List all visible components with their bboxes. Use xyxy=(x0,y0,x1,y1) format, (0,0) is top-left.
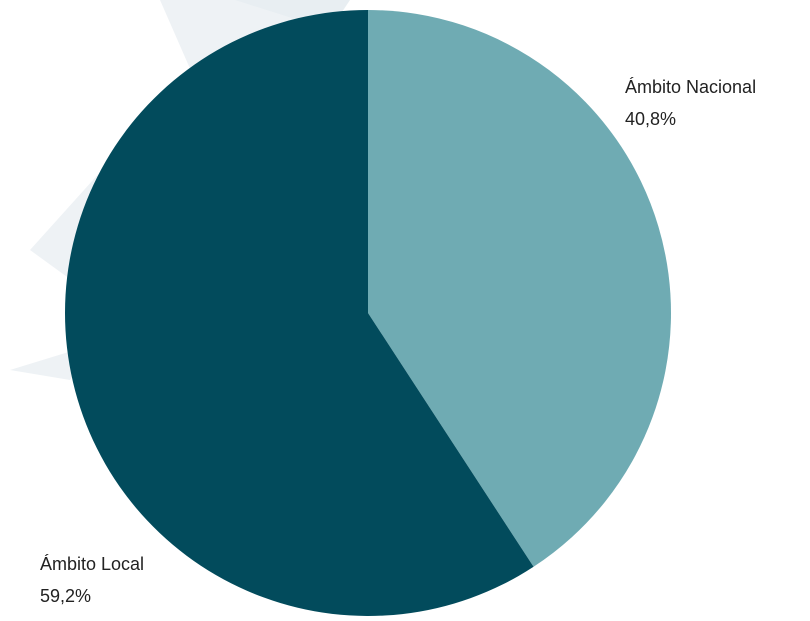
value-label: 59,2% xyxy=(40,586,91,606)
value-label: 40,8% xyxy=(625,109,676,129)
pie-slice xyxy=(65,10,534,616)
slice-label: Ámbito Nacional xyxy=(625,77,756,97)
slice-label: Ámbito Local xyxy=(40,554,144,574)
pie-slice xyxy=(368,10,672,567)
